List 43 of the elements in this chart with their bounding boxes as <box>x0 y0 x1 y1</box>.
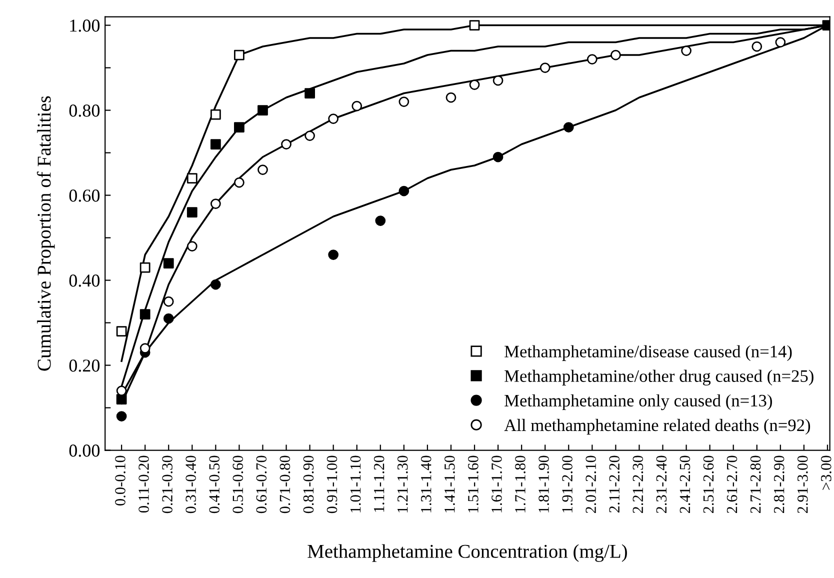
x-tick-label: 0.21-0.30 <box>162 456 173 514</box>
x-tick-label: 1.41-1.50 <box>444 456 455 512</box>
x-tick-label: 0.11-0.20 <box>138 456 149 513</box>
x-tick-label: 1.71-1.80 <box>515 456 526 512</box>
x-tick-label: 0.41-0.50 <box>209 456 220 514</box>
x-tick-label: 0.51-0.60 <box>232 456 244 514</box>
x-tick-label: 2.11-2.20 <box>609 456 620 512</box>
legend-label: Methamphetamine/other drug caused (n=25) <box>504 370 814 386</box>
y-axis-title: Cumulative Proportion of Fatalities <box>36 96 55 371</box>
x-tick-label: 2.81-2.90 <box>774 456 784 514</box>
x-axis-title: Methamphetamine Concentration (mg/L) <box>308 544 627 562</box>
x-tick-label: 0.0-0.10 <box>115 456 126 506</box>
y-tick-label: 0.00 <box>69 444 100 457</box>
x-tick-label: 2.51-2.60 <box>703 456 714 514</box>
x-tick-label: >3.00 <box>820 456 832 490</box>
legend-label: All methamphetamine related deaths (n=92) <box>504 418 810 435</box>
y-tick-label: 0.40 <box>69 274 100 287</box>
x-tick-label: 2.01-2.10 <box>586 456 596 514</box>
x-tick-label: 1.11-1.20 <box>374 456 384 512</box>
x-tick-label: 1.01-1.10 <box>350 456 361 512</box>
x-tick-label: 2.21-2.30 <box>632 456 644 514</box>
x-tick-label: 1.21-1.30 <box>397 456 408 512</box>
y-tick-label: 0.80 <box>69 104 100 117</box>
x-tick-label: 1.51-1.60 <box>468 456 478 512</box>
x-tick-label: 0.31-0.40 <box>186 456 196 514</box>
x-tick-label: 0.61-0.70 <box>256 456 267 514</box>
x-tick-label: 2.41-2.50 <box>680 456 690 514</box>
x-tick-label: 0.81-0.90 <box>303 456 314 514</box>
x-tick-label: 2.71-2.80 <box>750 456 761 514</box>
x-tick-label: 1.31-1.40 <box>420 456 432 512</box>
x-tick-label: 1.61-1.70 <box>492 456 502 512</box>
legend-label: Methamphetamine/disease caused (n=14) <box>504 345 792 361</box>
x-tick-label: 2.31-2.40 <box>656 456 667 514</box>
x-tick-label: 0.71-0.80 <box>280 456 290 514</box>
y-tick-label: 0.60 <box>69 190 100 202</box>
x-tick-label: 1.81-1.90 <box>538 456 549 512</box>
x-tick-label: 1.91-2.00 <box>562 456 573 512</box>
legend-label: Methamphetamine only caused (n=13) <box>504 394 772 410</box>
x-tick-label: 0.91-1.00 <box>326 456 338 514</box>
y-tick-label: 1.00 <box>70 20 100 32</box>
x-tick-label: 2.61-2.70 <box>726 456 738 514</box>
y-tick-label: 0.20 <box>69 360 100 372</box>
x-tick-label: 2.91-3.00 <box>797 456 808 514</box>
